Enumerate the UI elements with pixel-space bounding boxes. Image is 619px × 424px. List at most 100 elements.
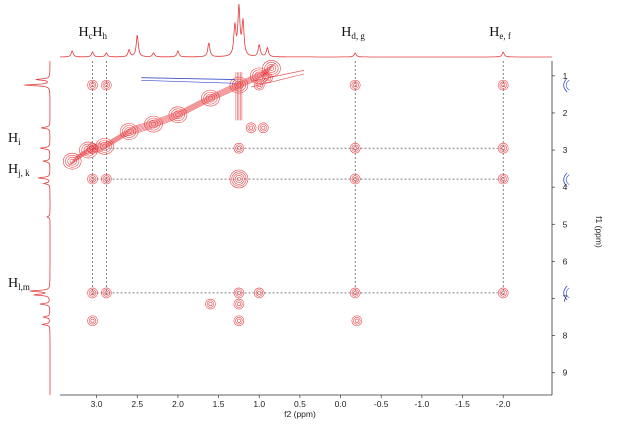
cross-peak (351, 315, 363, 327)
contour-ring (233, 298, 245, 310)
contour-ring (501, 177, 506, 181)
contour-ring (233, 315, 245, 327)
guide-lines (92, 61, 504, 297)
y-tick-label: 8 (563, 331, 568, 341)
contour-ring (205, 298, 216, 310)
top-peak-label: Hh (92, 25, 107, 41)
contour-ring (124, 127, 134, 136)
contour-ring (87, 315, 98, 327)
contour-ring (262, 60, 281, 77)
left-peak-label: Hl,m (8, 276, 30, 292)
top-peak-label: Hd, g (341, 25, 365, 41)
negative-peak (563, 77, 570, 93)
contour-ring (259, 124, 267, 132)
x-tick-label: 0.0 (335, 399, 347, 409)
cross-peak (497, 142, 509, 154)
cross-peak (233, 298, 245, 310)
contour-ring (265, 75, 270, 80)
diagonal-tail (251, 73, 305, 88)
contour-ring (233, 287, 245, 299)
contour-ring (236, 146, 241, 151)
cross-peak (497, 173, 509, 185)
cross-peak (349, 142, 361, 154)
peak-label-sub: h (102, 31, 107, 41)
contour-ring (257, 291, 262, 295)
contour-ring (497, 173, 509, 185)
contour-ring (249, 125, 254, 130)
contour-ring (87, 173, 98, 185)
contour-ring (87, 79, 98, 91)
contour-ring (122, 125, 137, 138)
peak-label-sub: j, k (17, 168, 30, 178)
contour-ring (67, 156, 77, 166)
contour-ring (62, 152, 82, 170)
left-projection-trace (24, 61, 51, 395)
contour-ring (90, 291, 95, 295)
contour-ring (501, 83, 506, 88)
y-axis-label: f1 (ppm) (594, 216, 604, 248)
contour-ring (268, 66, 274, 71)
diagonal-peak (201, 89, 220, 107)
cross-peak (262, 72, 273, 83)
cross-peak (233, 142, 245, 154)
contour-ring (102, 144, 108, 149)
cross-peak (87, 79, 98, 91)
contour-ring (231, 171, 247, 187)
contour-ring (203, 91, 218, 105)
contour-ring (253, 287, 265, 299)
x-tick-label: -0.5 (374, 399, 389, 409)
peak-label-main: H (8, 276, 18, 291)
contour-ring (206, 300, 215, 308)
y-tick-label: 1 (563, 71, 568, 81)
diagonal-peak (168, 106, 188, 124)
contour-ring (257, 83, 262, 88)
peak-label-main: H (8, 162, 18, 177)
contour-ring (168, 106, 188, 124)
top-peak-label: Hc (79, 25, 93, 41)
contour-ring (235, 175, 243, 183)
contour-ring (207, 95, 213, 101)
contour-ring (150, 121, 157, 127)
contour-ring (497, 79, 509, 91)
contour-ring (102, 175, 110, 183)
contour-ring (233, 142, 245, 154)
y-tick-label: 5 (563, 219, 568, 229)
contour-ring (88, 175, 97, 183)
contour-ring (104, 291, 109, 295)
contour-ring (173, 110, 183, 120)
contour-ring (497, 142, 509, 154)
y-tick-label: 4 (563, 182, 568, 192)
peak-label-sub: d, g (351, 31, 365, 41)
left-peak-label: Hj, k (8, 162, 30, 178)
contour-ring (126, 129, 132, 134)
negative-streak (141, 79, 235, 84)
contour-ring (351, 289, 359, 297)
contour-ring (88, 289, 97, 297)
x-tick-label: -2.0 (496, 399, 511, 409)
cross-peak (349, 287, 361, 299)
contour-ring (235, 317, 243, 325)
cross-peak (245, 122, 257, 134)
negative-peak-arc (563, 172, 568, 188)
peak-label-sub: i (18, 137, 21, 147)
contour-ring (208, 302, 213, 307)
contour-ring (104, 83, 109, 88)
contour-ring (87, 287, 98, 299)
cross-peak (87, 173, 98, 185)
contour-ring (87, 142, 98, 154)
y-tick-label: 9 (563, 368, 568, 378)
diagonal-contour-line (72, 68, 272, 162)
cross-peak (349, 173, 361, 185)
contour-ring (262, 72, 273, 83)
cross-peak (497, 79, 509, 91)
contour-ring (236, 176, 241, 182)
contour-ring (65, 154, 80, 168)
diagonal-peak (119, 123, 139, 140)
contour-ring (88, 81, 97, 89)
contour-ring (353, 177, 358, 181)
y-tick-label: 2 (563, 108, 568, 118)
diagonal-peak (95, 138, 115, 155)
negative-peak (563, 285, 570, 301)
contour-ring (95, 138, 115, 155)
contour-ring (90, 318, 95, 323)
